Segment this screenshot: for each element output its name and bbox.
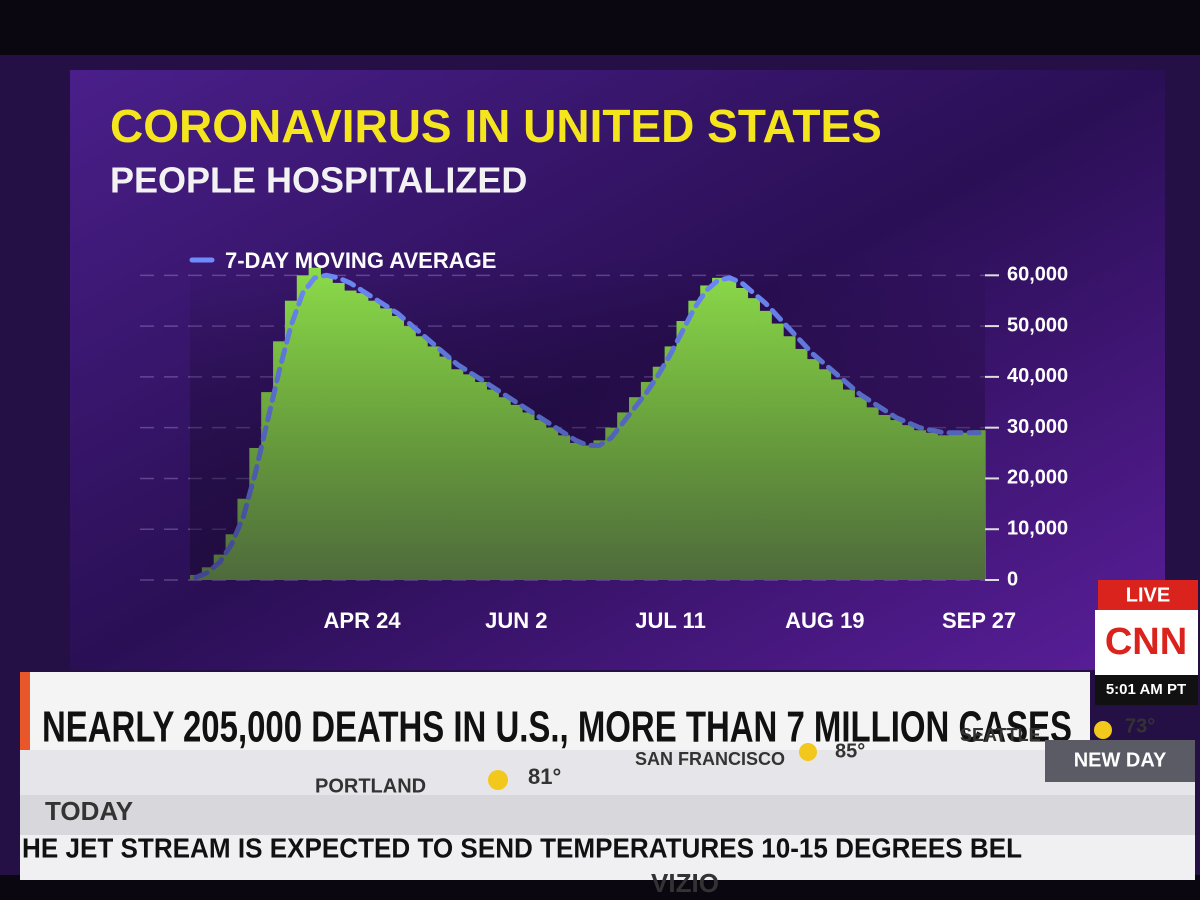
tv-brand: VIZIO bbox=[651, 868, 719, 898]
bar bbox=[961, 432, 974, 580]
ticker: HE JET STREAM IS EXPECTED TO SEND TEMPER… bbox=[22, 832, 1022, 863]
bar bbox=[640, 381, 654, 580]
bar bbox=[830, 379, 844, 580]
bar bbox=[723, 280, 737, 580]
bar bbox=[486, 389, 499, 580]
live-label: LIVE bbox=[1126, 584, 1170, 606]
bar bbox=[937, 435, 950, 580]
bar bbox=[356, 293, 369, 580]
bar bbox=[949, 432, 962, 580]
x-tick-label: SEP 27 bbox=[942, 608, 1016, 633]
bar bbox=[759, 310, 772, 580]
bar bbox=[866, 407, 879, 580]
bar bbox=[332, 282, 345, 580]
bar bbox=[320, 275, 333, 580]
x-tick-label: JUN 2 bbox=[485, 608, 547, 633]
bar bbox=[593, 440, 606, 580]
headline: NEARLY 205,000 DEATHS IN U.S., MORE THAN… bbox=[42, 703, 1072, 752]
bar bbox=[747, 298, 760, 580]
y-tick-label: 20,000 bbox=[1007, 467, 1068, 489]
bar bbox=[534, 420, 547, 580]
bar bbox=[617, 412, 630, 580]
bar bbox=[795, 348, 808, 580]
bar bbox=[427, 346, 440, 580]
section: TODAY bbox=[45, 796, 133, 826]
bar bbox=[664, 346, 677, 580]
bar bbox=[296, 275, 310, 580]
bar bbox=[403, 326, 416, 580]
bar bbox=[605, 427, 618, 580]
legend-label: 7-DAY MOVING AVERAGE bbox=[225, 248, 496, 273]
chart-subtitle: PEOPLE HOSPITALIZED bbox=[110, 160, 527, 201]
y-tick-label: 10,000 bbox=[1007, 518, 1068, 540]
x-tick-label: APR 24 bbox=[324, 608, 402, 633]
bar bbox=[308, 267, 321, 580]
bar bbox=[367, 300, 381, 580]
bar bbox=[771, 323, 784, 580]
bar bbox=[688, 300, 701, 580]
bar bbox=[498, 397, 511, 580]
bar bbox=[391, 315, 404, 580]
weather-bar bbox=[20, 750, 1195, 795]
bar bbox=[890, 420, 903, 580]
weather-city: SAN FRANCISCO bbox=[635, 749, 785, 769]
weather-temp: 73° bbox=[1125, 715, 1155, 737]
logo-box bbox=[1095, 610, 1198, 675]
section-bar bbox=[20, 795, 1195, 835]
bar bbox=[735, 288, 749, 580]
x-tick-label: AUG 19 bbox=[785, 608, 864, 633]
chart-title: CORONAVIRUS IN UNITED STATES bbox=[110, 100, 882, 152]
bar bbox=[474, 381, 488, 580]
weather-city: SEATTLE bbox=[960, 725, 1041, 745]
bar bbox=[344, 290, 357, 580]
bar bbox=[581, 445, 594, 580]
bar bbox=[652, 366, 666, 580]
ticker-bar bbox=[20, 835, 1195, 880]
bar bbox=[925, 432, 938, 580]
weather-city: PORTLAND bbox=[315, 775, 426, 797]
show-box bbox=[1045, 740, 1195, 782]
y-tick-label: 0 bbox=[1007, 568, 1018, 590]
bar bbox=[901, 425, 915, 580]
network-logo: CNN bbox=[1105, 621, 1187, 663]
y-tick-label: 50,000 bbox=[1007, 314, 1068, 336]
bar bbox=[783, 336, 796, 580]
bar bbox=[510, 404, 523, 580]
bar bbox=[439, 356, 452, 580]
bar bbox=[676, 321, 689, 580]
bar bbox=[807, 359, 820, 580]
weather-icon bbox=[488, 770, 508, 790]
live-badge bbox=[1098, 580, 1198, 610]
weather-icon bbox=[799, 743, 817, 761]
bar bbox=[854, 397, 867, 580]
bar bbox=[569, 442, 582, 580]
bar bbox=[557, 435, 571, 580]
y-tick-label: 40,000 bbox=[1007, 365, 1068, 387]
bar bbox=[451, 369, 464, 580]
bar bbox=[629, 397, 642, 580]
weather-icon bbox=[1094, 721, 1112, 739]
bar bbox=[712, 277, 725, 580]
banner-edge bbox=[20, 672, 30, 787]
weather-temp: 85° bbox=[835, 740, 865, 762]
bar bbox=[522, 412, 535, 580]
bar bbox=[462, 374, 476, 580]
bar bbox=[545, 427, 559, 580]
x-tick-label: JUL 11 bbox=[635, 608, 706, 633]
time: 5:01 AM PT bbox=[1106, 681, 1186, 698]
time-box bbox=[1095, 675, 1198, 705]
bar bbox=[379, 308, 393, 580]
bar bbox=[700, 285, 713, 580]
show-name: NEW DAY bbox=[1074, 749, 1167, 771]
bar bbox=[878, 414, 891, 580]
y-tick-label: 60,000 bbox=[1007, 264, 1068, 286]
weather-temp: 81° bbox=[528, 764, 561, 789]
bar bbox=[913, 430, 927, 580]
bar bbox=[818, 369, 832, 580]
bar bbox=[842, 389, 855, 580]
y-tick-label: 30,000 bbox=[1007, 416, 1068, 438]
bar bbox=[415, 336, 428, 580]
bar bbox=[973, 430, 986, 580]
